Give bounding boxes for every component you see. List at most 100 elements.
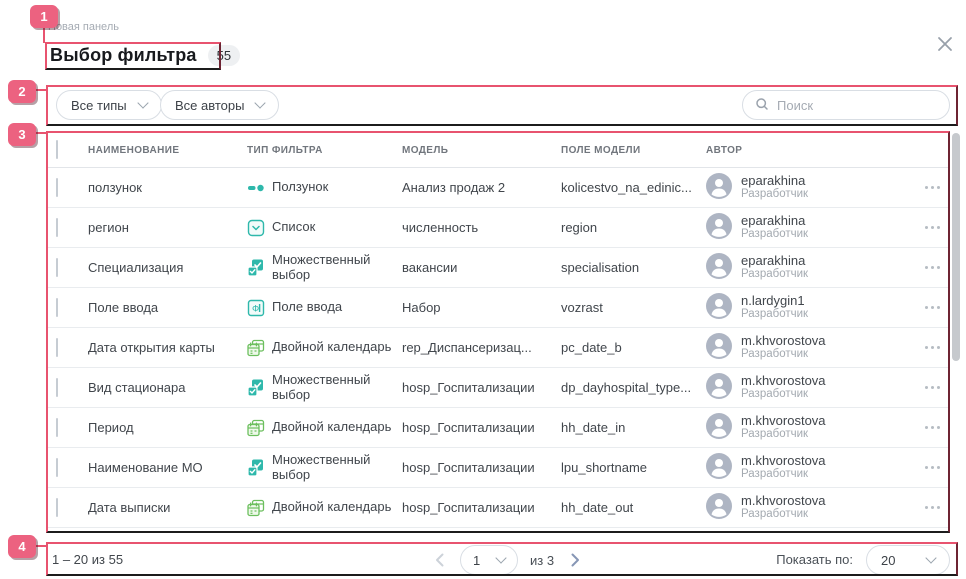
table-row[interactable]: Специализация Множественный выбор ваканс… bbox=[48, 248, 950, 288]
row-checkbox[interactable] bbox=[56, 377, 58, 397]
row-menu-button[interactable] bbox=[902, 426, 950, 429]
filter-name-cell: Специализация bbox=[88, 260, 184, 275]
author-name: eparakhina bbox=[741, 212, 806, 228]
annotation-badge-3: 3 bbox=[8, 123, 36, 146]
author-name: m.khvorostova bbox=[741, 332, 826, 348]
column-header-name: НАИМЕНОВАНИЕ bbox=[88, 144, 180, 156]
scrollbar[interactable] bbox=[952, 133, 960, 361]
row-menu-button[interactable] bbox=[902, 506, 950, 509]
author-cell: eparakhina Разработчик bbox=[706, 213, 902, 242]
page-title: Выбор фильтра bbox=[50, 45, 197, 65]
model-field-cell: lpu_shortname bbox=[561, 460, 647, 475]
annotation-badge-4: 4 bbox=[8, 535, 36, 558]
current-page: 1 bbox=[473, 552, 481, 568]
table-header-row: НАИМЕНОВАНИЕ ТИП ФИЛЬТРА МОДЕЛЬ ПОЛЕ МОД… bbox=[48, 133, 950, 168]
filter-type-cell: Множественный выбор bbox=[247, 373, 402, 402]
row-menu-button[interactable] bbox=[902, 386, 950, 389]
select-all-checkbox[interactable] bbox=[56, 140, 58, 159]
author-role: Разработчик bbox=[741, 468, 809, 481]
model-cell: численность bbox=[402, 220, 479, 235]
filter-type-cell: Множественный выбор bbox=[247, 453, 402, 482]
author-role: Разработчик bbox=[741, 388, 809, 401]
author-cell: m.khvorostova Разработчик bbox=[706, 373, 902, 402]
model-cell: rep_Диспансеризац... bbox=[402, 340, 532, 355]
avatar bbox=[706, 452, 732, 482]
filter-name-cell: Наименование МО bbox=[88, 460, 203, 475]
avatar bbox=[706, 212, 732, 242]
filter-name-cell: Вид стационара bbox=[88, 380, 186, 395]
table-row[interactable]: ползунок Ползунок Анализ продаж 2 kolice… bbox=[48, 168, 950, 208]
input-field-icon: Ф bbox=[247, 299, 265, 317]
row-checkbox[interactable] bbox=[56, 417, 58, 437]
author-cell: eparakhina Разработчик bbox=[706, 253, 902, 282]
search-input[interactable] bbox=[777, 97, 953, 113]
avatar bbox=[706, 292, 732, 322]
filter-type-cell: Двойной календарь bbox=[247, 339, 402, 357]
model-field-cell: hh_date_in bbox=[561, 420, 626, 435]
slider-icon bbox=[247, 179, 265, 197]
filter-type-cell: Двойной календарь bbox=[247, 499, 402, 517]
avatar bbox=[706, 372, 732, 402]
search-box[interactable] bbox=[742, 90, 953, 120]
type-filter-label: Все типы bbox=[71, 97, 127, 113]
table-row[interactable]: Вид стационара Множественный выбор hosp_… bbox=[48, 368, 950, 408]
row-menu-button[interactable] bbox=[902, 346, 950, 349]
author-name: m.khvorostova bbox=[741, 372, 826, 388]
model-field-cell: pc_date_b bbox=[561, 340, 622, 355]
page-size-label: Показать по: bbox=[776, 552, 853, 567]
prev-page-icon[interactable] bbox=[430, 548, 448, 572]
author-cell: m.khvorostova Разработчик bbox=[706, 453, 902, 482]
row-menu-button[interactable] bbox=[902, 466, 950, 469]
table-row[interactable]: Наименование МО Множественный выбор hosp… bbox=[48, 448, 950, 488]
author-role: Разработчик bbox=[741, 268, 809, 281]
breadcrumb: Новая панель bbox=[48, 21, 119, 33]
author-filter-label: Все авторы bbox=[175, 97, 245, 113]
total-pages: из 3 bbox=[530, 552, 555, 568]
column-header-author: АВТОР bbox=[706, 144, 743, 156]
model-field-cell: vozrast bbox=[561, 300, 603, 315]
chevron-down-icon bbox=[495, 552, 507, 564]
author-name: eparakhina bbox=[741, 172, 806, 188]
table-row[interactable]: Дата выписки Двойной календарь hosp_Госп… bbox=[48, 488, 950, 528]
row-menu-button[interactable] bbox=[902, 186, 950, 189]
table-row[interactable]: Дата открытия карты Двойной календарь re… bbox=[48, 328, 950, 368]
annotation-badge-1: 1 bbox=[30, 5, 58, 28]
row-checkbox[interactable] bbox=[56, 337, 58, 357]
row-checkbox[interactable] bbox=[56, 297, 58, 317]
author-name: eparakhina bbox=[741, 252, 806, 268]
row-checkbox[interactable] bbox=[56, 497, 58, 517]
filter-name-cell: Период bbox=[88, 420, 134, 435]
row-checkbox[interactable] bbox=[56, 217, 58, 237]
row-menu-button[interactable] bbox=[902, 266, 950, 269]
model-field-cell: dp_dayhospital_type... bbox=[561, 380, 692, 395]
model-cell: hosp_Госпитализации bbox=[402, 420, 535, 435]
chevron-down-icon bbox=[925, 552, 937, 564]
close-icon[interactable] bbox=[936, 35, 954, 53]
page-select[interactable]: 1 bbox=[460, 545, 518, 575]
next-page-icon[interactable] bbox=[566, 548, 584, 572]
search-icon bbox=[755, 97, 769, 114]
filter-name-cell: регион bbox=[88, 220, 129, 235]
row-menu-button[interactable] bbox=[902, 226, 950, 229]
page-size-value: 20 bbox=[881, 552, 896, 568]
row-checkbox[interactable] bbox=[56, 257, 58, 277]
dialog-header: Выбор фильтра 55 bbox=[50, 45, 241, 66]
table-row[interactable]: регион Список численность region eparakh… bbox=[48, 208, 950, 248]
annotation-connector bbox=[43, 27, 45, 43]
type-filter-dropdown[interactable]: Все типы bbox=[56, 90, 162, 120]
model-field-cell: hh_date_out bbox=[561, 500, 634, 515]
multiselect-icon bbox=[247, 379, 265, 397]
row-menu-button[interactable] bbox=[902, 306, 950, 309]
row-checkbox[interactable] bbox=[56, 457, 58, 477]
table-row[interactable]: Поле ввода Ф Поле ввода Набор vozrast n.… bbox=[48, 288, 950, 328]
table-row[interactable]: Период Двойной календарь hosp_Госпитализ… bbox=[48, 408, 950, 448]
svg-text:Ф: Ф bbox=[252, 303, 259, 314]
filter-type-cell: Ползунок bbox=[247, 179, 402, 197]
results-range: 1 – 20 из 55 bbox=[52, 552, 124, 567]
page-size-select[interactable]: 20 bbox=[866, 545, 950, 575]
row-checkbox[interactable] bbox=[56, 177, 58, 197]
model-field-cell: kolicestvo_na_edinic... bbox=[561, 180, 692, 195]
annotation-connector bbox=[34, 545, 48, 547]
author-filter-dropdown[interactable]: Все авторы bbox=[160, 90, 280, 120]
multiselect-icon bbox=[247, 459, 265, 477]
